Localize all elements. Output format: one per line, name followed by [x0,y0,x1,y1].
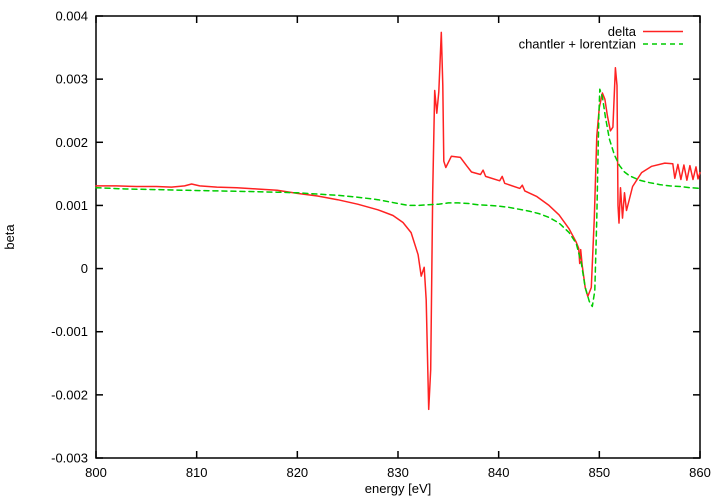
y-tick-label: 0.003 [55,72,88,87]
legend-label-chantler-lorentzian: chantler + lorentzian [519,37,636,52]
x-tick-label: 820 [286,465,308,480]
y-tick-label: 0.004 [55,9,88,24]
y-tick-label: 0.002 [55,135,88,150]
x-tick-label: 850 [588,465,610,480]
x-tick-label: 810 [186,465,208,480]
legend-label-delta: delta [608,24,637,39]
y-tick-label: 0 [81,261,88,276]
plot-border [95,15,701,459]
x-tick-label: 860 [689,465,711,480]
y-tick-label: -0.003 [51,451,88,466]
y-tick-label: -0.001 [51,324,88,339]
x-tick-label: 800 [85,465,107,480]
y-axis-label: beta [2,224,17,250]
x-tick-label: 840 [488,465,510,480]
y-tick-label: 0.001 [55,198,88,213]
series-chantler-lorentzian-line [95,88,701,308]
y-tick-label: -0.002 [51,387,88,402]
x-axis-label: energy [eV] [365,481,432,496]
series-delta-line [95,31,701,411]
x-tick-label: 830 [387,465,409,480]
